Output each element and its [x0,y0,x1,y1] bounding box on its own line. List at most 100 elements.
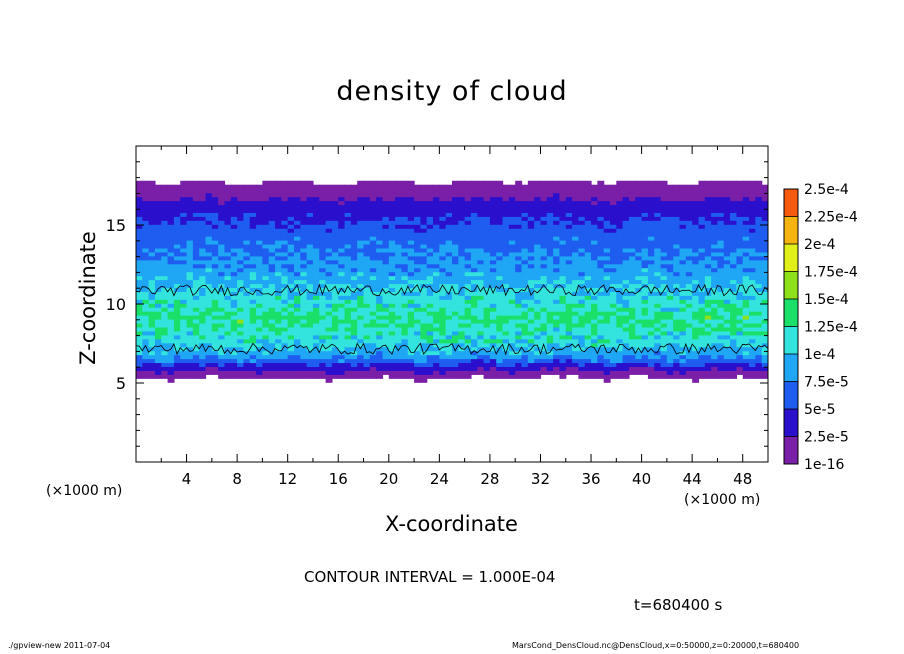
density-cell [173,240,181,245]
density-cell [654,342,662,348]
density-cell [319,362,327,368]
density-cell [154,259,162,265]
density-cell [742,326,750,332]
density-cell [439,240,447,245]
density-cell [736,259,744,265]
density-cell [559,338,567,344]
density-cell [173,204,181,210]
density-cell [622,283,630,289]
density-cell [344,303,352,308]
density-cell [287,224,295,229]
density-cell [287,192,295,198]
density-cell [275,346,282,352]
density-cell [388,196,396,202]
density-cell [331,247,339,253]
density-cell [572,283,579,289]
density-cell [704,220,712,225]
density-cell [534,188,542,194]
density-cell [464,247,472,253]
density-cell [666,303,674,308]
density-cell [553,279,561,285]
density-cell [730,232,737,237]
density-cell [376,307,384,312]
density-cell [350,315,358,320]
density-cell [433,247,440,253]
density-cell [319,271,327,277]
density-cell [414,322,421,328]
density-cell [414,374,421,379]
density-cell [578,334,586,340]
density-cell [553,259,561,265]
density-cell [660,299,668,304]
density-cell [218,291,226,296]
density-cell [325,311,333,316]
density-cell [312,287,320,292]
density-cell [331,251,339,257]
density-cell [496,236,504,241]
density-cell [692,271,700,277]
density-cell [249,362,257,368]
density-cell [540,267,548,273]
density-cell [527,251,535,257]
density-cell [331,303,339,308]
density-cell [154,208,162,213]
density-cell [376,271,384,277]
density-cell [616,291,624,296]
density-cell [167,251,175,257]
density-cell [331,228,339,233]
density-cell [546,247,554,253]
density-cell [300,263,308,269]
density-cell [350,299,358,304]
density-cell [344,330,352,336]
density-cell [717,224,725,229]
density-cell [426,326,434,332]
density-cell [470,232,478,237]
density-cell [635,354,643,360]
density-cell [470,326,478,332]
density-cell [540,322,548,328]
density-cell [534,366,542,371]
density-cell [647,216,655,221]
density-cell [553,362,561,368]
density-cell [338,251,346,257]
density-cell [426,319,434,324]
density-cell [654,224,662,229]
density-cell [281,204,289,210]
density-cell [350,338,358,344]
density-cell [407,303,415,308]
density-cell [572,350,579,356]
density-cell [230,208,238,213]
density-cell [142,330,150,336]
density-cell [325,259,333,265]
density-cell [546,196,554,202]
density-cell [591,342,598,348]
density-cell [363,188,371,194]
density-cell [559,322,567,328]
density-cell [256,307,263,312]
density-cell [249,267,257,273]
density-cell [616,319,624,324]
density-cell [559,204,567,210]
density-cell [508,259,516,265]
density-cell [218,295,226,300]
density-cell [395,196,403,202]
density-cell [628,362,636,368]
density-cell [407,334,415,340]
density-cell [167,192,175,198]
density-cell [445,295,453,300]
density-cell [161,228,169,233]
density-cell [186,184,194,190]
density-cell [755,346,763,352]
density-cell [275,236,282,241]
density-cell [218,196,226,202]
density-cell [559,267,567,273]
density-cell [180,204,188,210]
density-cell [414,378,421,383]
density-cell [237,192,245,198]
density-cell [458,208,466,213]
density-cell [489,350,497,356]
density-cell [148,263,156,269]
density-cell [483,204,491,210]
density-cell [325,224,333,229]
density-cell [540,216,548,221]
